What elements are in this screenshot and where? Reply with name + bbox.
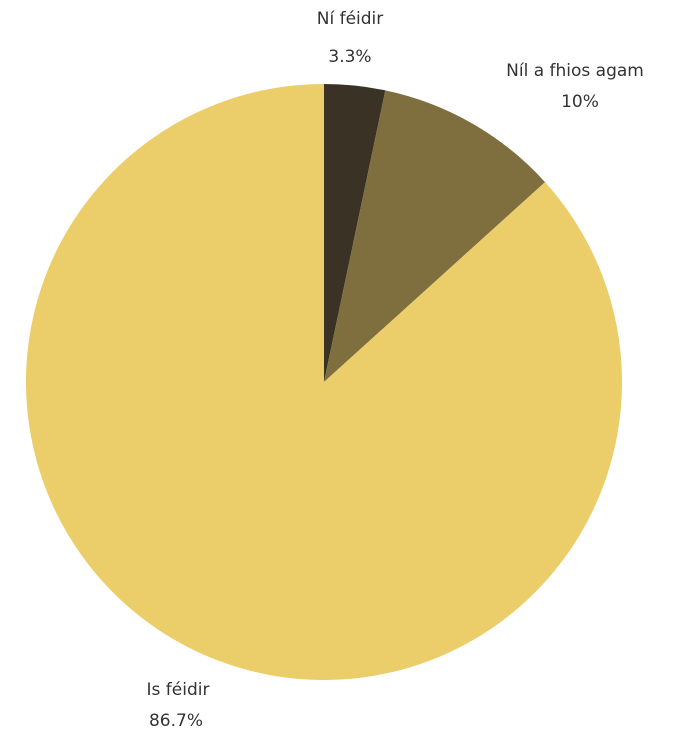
pie-slice-3 <box>25 84 622 680</box>
pie-slice-1 <box>324 84 386 382</box>
slice-value-nil-a-fhios-agam: 10% <box>561 92 599 112</box>
slice-value-ni-feidir: 3.3% <box>328 47 371 67</box>
pie-slices <box>25 84 622 680</box>
slice-label-nil-a-fhios-agam: Níl a fhios agam <box>506 61 644 81</box>
slice-label-is-feidir: Is féidir <box>147 680 210 700</box>
slice-label-ni-feidir: Ní féidir <box>317 9 384 29</box>
slice-value-is-feidir: 86.7% <box>149 711 203 731</box>
pie-slice-2 <box>324 90 546 382</box>
